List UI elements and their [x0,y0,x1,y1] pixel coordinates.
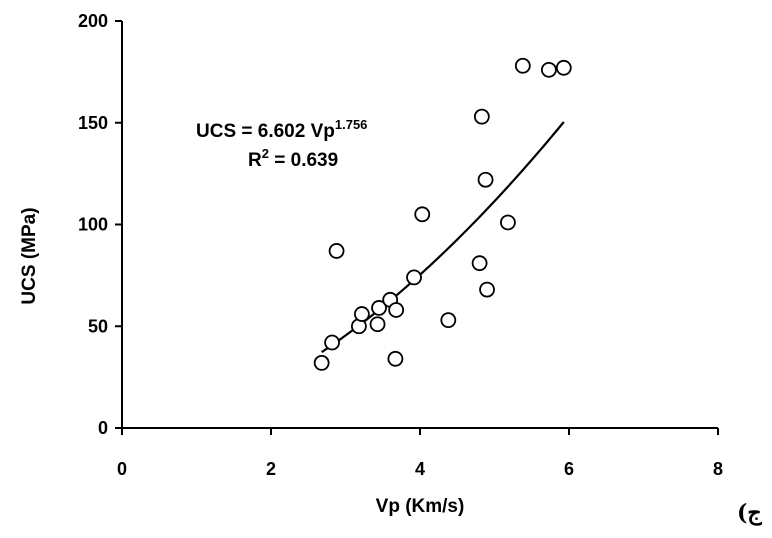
data-point [471,255,488,272]
data-point [369,316,386,333]
data-point [540,61,557,78]
tick-labels: 0 2 4 6 8 0 50 100 150 200 [78,11,723,479]
data-point [406,269,422,286]
data-point [324,334,340,351]
trendline-equation: UCS = 6.602 Vp1.756 [196,117,367,142]
data-point [477,171,494,188]
data-point [313,354,330,371]
y-tick-label: 100 [78,215,108,235]
r-squared-exponent: 2 [262,146,269,161]
data-point [387,350,404,367]
panel-label: ج) [737,500,762,526]
y-axis-label: UCS (MPa) [19,207,40,304]
data-point [371,300,387,316]
x-tick-label: 2 [266,459,276,479]
x-tick-label: 8 [713,459,723,479]
data-point [479,281,495,298]
y-tick-label: 200 [78,11,108,31]
y-tick-label: 0 [98,418,108,438]
x-tick-label: 0 [117,459,127,479]
data-point [388,302,405,318]
data-point [500,214,516,231]
r-squared-value: = 0.639 [269,150,338,171]
data-point [555,59,572,76]
y-tick-label: 150 [78,113,108,133]
axes [115,20,719,435]
x-axis-label: Vp (Km/s) [376,496,465,517]
x-tick-label: 4 [415,459,425,479]
x-tick-label: 6 [564,459,574,479]
trendline-equation-exponent: 1.756 [335,117,368,132]
y-tick-label: 50 [88,316,108,336]
data-point [514,57,531,74]
data-point [440,312,457,329]
r-squared-base: R [248,150,262,171]
data-point [414,206,431,223]
data-point [353,306,370,322]
data-point [473,108,490,125]
data-points [313,57,572,371]
trendline-equation-base: UCS = 6.602 Vp [196,121,335,142]
data-point [328,243,345,259]
r-squared-label: R2 = 0.639 [248,146,338,171]
